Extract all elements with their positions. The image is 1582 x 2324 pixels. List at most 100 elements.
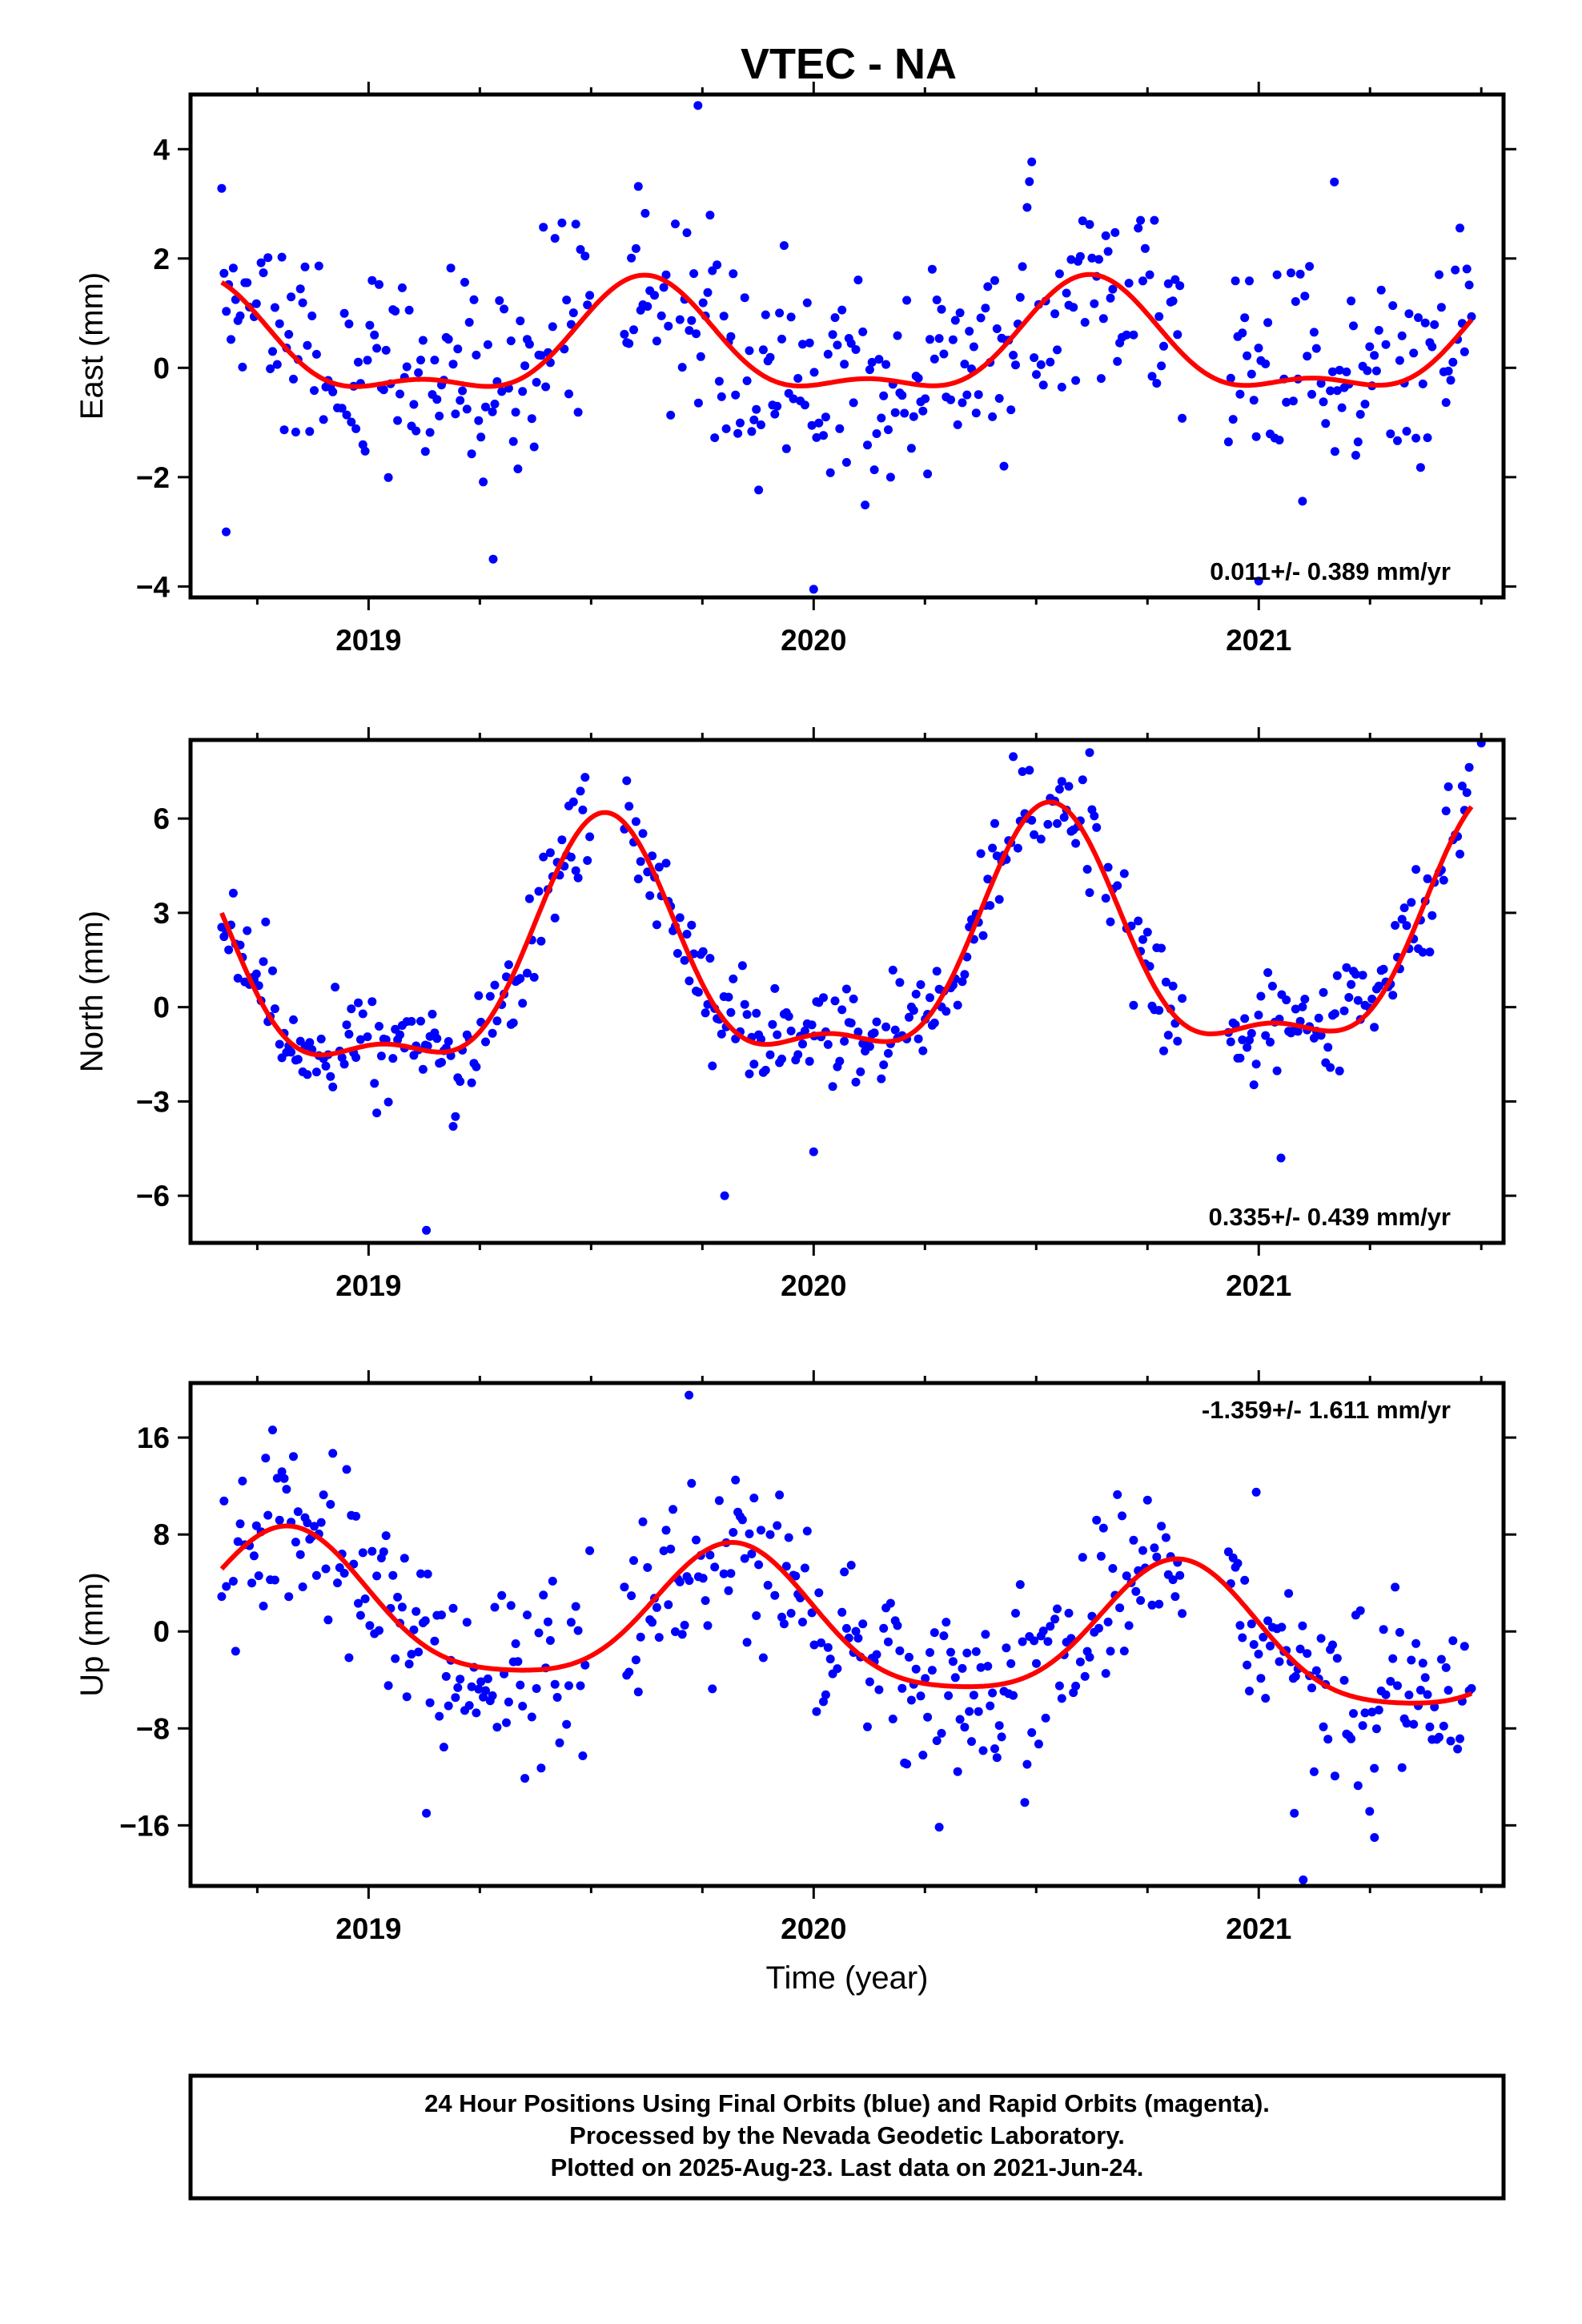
data-point xyxy=(1386,1677,1395,1686)
data-point xyxy=(518,1702,528,1711)
data-point xyxy=(853,1634,863,1643)
data-point xyxy=(1299,1875,1308,1884)
data-point xyxy=(287,292,296,302)
data-point xyxy=(828,1082,837,1092)
data-point xyxy=(1136,215,1146,225)
data-point xyxy=(1223,437,1233,447)
data-point xyxy=(1131,1586,1141,1596)
data-point xyxy=(1420,1673,1430,1683)
data-point xyxy=(1379,1625,1388,1634)
x-tick-label: 2019 xyxy=(335,1269,401,1302)
data-point xyxy=(1006,405,1016,415)
data-point xyxy=(643,302,652,312)
data-point xyxy=(1347,1734,1356,1743)
data-point xyxy=(462,404,472,414)
data-point xyxy=(770,1590,780,1600)
data-point xyxy=(1159,1046,1168,1055)
data-point xyxy=(397,283,407,292)
data-points xyxy=(217,101,1476,594)
data-point xyxy=(451,1693,460,1703)
data-point xyxy=(1101,231,1110,240)
data-point xyxy=(544,1617,552,1626)
data-point xyxy=(1407,1655,1416,1665)
data-point xyxy=(1240,1014,1250,1023)
data-point xyxy=(825,468,835,477)
data-point xyxy=(976,1663,986,1672)
data-point xyxy=(1355,1606,1365,1615)
data-point xyxy=(1235,389,1245,399)
data-point xyxy=(1276,1153,1286,1163)
y-tick-label: 0 xyxy=(153,991,170,1024)
y-tick-label: 4 xyxy=(153,133,170,166)
data-point xyxy=(583,856,592,865)
data-point xyxy=(1353,995,1363,1005)
data-point xyxy=(754,485,764,495)
data-point xyxy=(1054,1681,1064,1691)
data-point xyxy=(1027,1728,1037,1737)
data-point xyxy=(761,1065,770,1075)
data-point xyxy=(1344,993,1354,1002)
data-point xyxy=(988,412,998,421)
data-point xyxy=(504,960,513,970)
data-point xyxy=(1435,270,1443,279)
data-point xyxy=(720,1191,729,1200)
data-point xyxy=(573,1626,583,1635)
data-point xyxy=(275,319,284,328)
data-point xyxy=(532,377,541,387)
data-point xyxy=(692,329,701,339)
data-point xyxy=(747,427,757,436)
data-point xyxy=(633,875,643,883)
data-point xyxy=(358,1009,367,1019)
data-point xyxy=(1446,1736,1456,1746)
data-point xyxy=(942,1007,951,1016)
data-point xyxy=(1349,321,1358,331)
data-point xyxy=(1335,1066,1344,1076)
data-point xyxy=(877,1074,886,1084)
data-point xyxy=(414,368,424,377)
data-point xyxy=(1247,1028,1256,1038)
data-point xyxy=(809,368,819,377)
data-point xyxy=(902,296,912,305)
data-point xyxy=(1168,981,1178,991)
data-point xyxy=(1298,497,1307,506)
data-point xyxy=(1163,1031,1173,1040)
y-tick-label: 16 xyxy=(137,1421,170,1454)
data-point xyxy=(1238,328,1247,338)
data-point xyxy=(1326,1063,1335,1072)
data-point xyxy=(1275,436,1284,444)
data-point xyxy=(1261,1694,1271,1703)
data-point xyxy=(1030,1636,1039,1646)
data-point xyxy=(562,1719,572,1729)
data-point xyxy=(1002,1643,1011,1653)
data-point xyxy=(1462,788,1472,798)
data-point xyxy=(1092,1515,1102,1525)
data-point xyxy=(685,1576,694,1586)
data-point xyxy=(752,1008,761,1018)
data-point xyxy=(708,1684,717,1694)
data-point xyxy=(1460,347,1469,356)
data-point xyxy=(885,1598,895,1608)
data-point xyxy=(1025,177,1034,187)
data-point xyxy=(404,305,414,315)
data-point xyxy=(580,1660,590,1670)
data-point xyxy=(524,340,534,349)
data-point xyxy=(383,1097,393,1107)
data-point xyxy=(1420,318,1430,328)
rate-annotation: 0.011+/- 0.389 mm/yr xyxy=(1210,557,1451,585)
data-point xyxy=(1043,1637,1053,1647)
data-point xyxy=(451,409,460,419)
data-point xyxy=(485,991,495,1001)
data-point xyxy=(1053,345,1062,355)
data-point xyxy=(428,1009,437,1019)
data-point xyxy=(409,400,419,409)
data-point xyxy=(1307,1683,1316,1693)
data-point xyxy=(1251,1059,1261,1069)
data-point xyxy=(696,352,705,361)
data-point xyxy=(905,1012,913,1022)
data-point xyxy=(729,269,738,279)
data-point xyxy=(950,316,960,325)
data-point xyxy=(981,304,990,313)
data-point xyxy=(1358,1721,1367,1731)
data-point xyxy=(1291,297,1300,306)
data-point xyxy=(310,386,319,396)
